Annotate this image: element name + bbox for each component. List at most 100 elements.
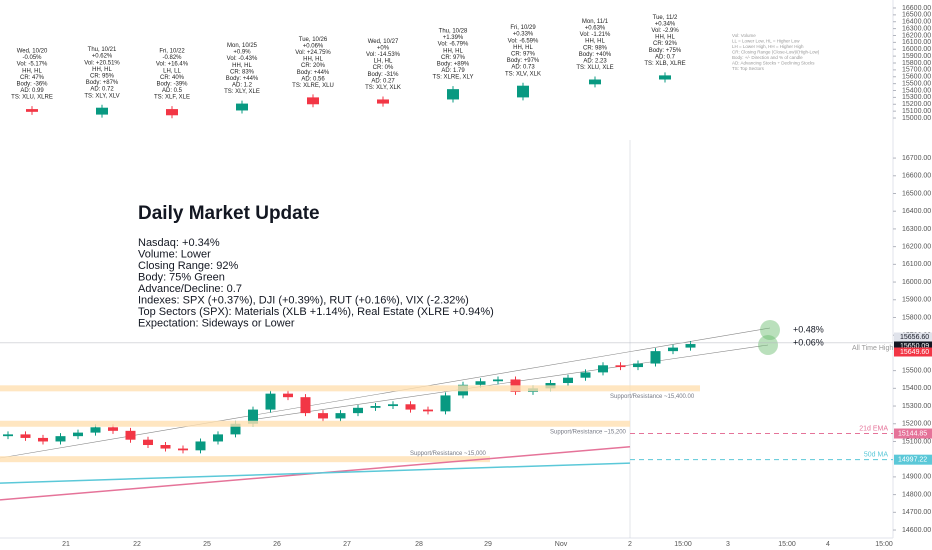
projection-circle bbox=[760, 320, 780, 340]
candle-note: AD: 0.72 bbox=[90, 87, 114, 93]
legend-note: CR: Closing Range (Close-Low)/(High-Low) bbox=[732, 50, 820, 55]
candle-note: AD: 0.99 bbox=[20, 88, 44, 94]
y-tick-label: 16000.00 bbox=[902, 279, 931, 286]
price-tag-label: 15656.60 bbox=[900, 334, 929, 341]
indicator-value: 15144.85 bbox=[898, 430, 927, 437]
y-tick-label: 16600.00 bbox=[902, 5, 931, 12]
candle-note: AD: 1.79 bbox=[441, 68, 465, 74]
summary-line: Indexes: SPX (+0.37%), DJI (+0.39%), RUT… bbox=[138, 294, 469, 306]
candle-note: AD: 0.5 bbox=[162, 88, 183, 94]
price-tag bbox=[894, 332, 932, 342]
candle-note: HH, HL bbox=[585, 39, 605, 45]
candle-note: AD: 1.2 bbox=[232, 83, 253, 89]
x-tick-label: 29 bbox=[484, 541, 492, 548]
candle-note: Wed, 10/27 bbox=[368, 39, 399, 45]
candle-note: TS: XLY, XLE bbox=[224, 89, 260, 95]
support-zone bbox=[0, 420, 630, 427]
trend-line bbox=[249, 344, 769, 421]
indicator-name: 21d EMA bbox=[859, 425, 888, 432]
candle-note: Body: +87% bbox=[86, 80, 119, 86]
y-tick-label: 15800.00 bbox=[902, 60, 931, 67]
indicator-tag bbox=[894, 454, 932, 465]
candle-note: AD: 0.73 bbox=[511, 65, 535, 71]
support-zone bbox=[0, 385, 700, 392]
candle-note: Wed, 10/20 bbox=[17, 48, 48, 54]
candle-note: CR: 95% bbox=[90, 73, 115, 79]
candle-note: Tue, 11/2 bbox=[653, 15, 678, 21]
candle-note: CR: 97% bbox=[441, 55, 466, 61]
candle-note: +1.39% bbox=[443, 35, 464, 41]
candle-note: HH, HL bbox=[92, 67, 112, 73]
candle-note: Body: +44% bbox=[297, 70, 330, 76]
candle-note: HH, HL bbox=[22, 68, 42, 74]
y-tick-label: 16600.00 bbox=[902, 173, 931, 180]
ath-label: All Time High bbox=[852, 345, 893, 352]
candle-note: Body: +75% bbox=[649, 48, 682, 54]
candle-note: +0.06% bbox=[303, 43, 324, 49]
candle-note: Body: +44% bbox=[226, 76, 259, 82]
x-tick-label: 21 bbox=[62, 541, 70, 548]
price-tag-label: 15650.09 bbox=[900, 343, 929, 350]
candle-note: Body: -31% bbox=[367, 72, 399, 78]
candle-note: -0.82% bbox=[162, 55, 182, 61]
price-tag bbox=[894, 347, 932, 357]
candle-note: AD: 0.56 bbox=[301, 76, 325, 82]
y-tick-label: 14900.00 bbox=[902, 474, 931, 481]
candle-note: HH, HL bbox=[443, 48, 463, 54]
y-tick-label: 15100.00 bbox=[902, 438, 931, 445]
summary-line: Body: 75% Green bbox=[138, 271, 225, 283]
price-tag bbox=[894, 341, 932, 351]
indicator-tag bbox=[894, 428, 932, 439]
candle-note: Vol: -0.43% bbox=[227, 56, 258, 62]
y-tick-label: 16200.00 bbox=[902, 32, 931, 39]
candle-note: Vol: -5.17% bbox=[17, 62, 48, 68]
x-tick-label: 2 bbox=[628, 541, 632, 548]
candle-note: TS: XLV, XLK bbox=[505, 71, 541, 77]
candle-note: Fri, 10/29 bbox=[510, 25, 536, 31]
summary-line: Top Sectors (SPX): Materials (XLB +1.14%… bbox=[138, 306, 494, 318]
legend-note: TS: Top Sectors bbox=[732, 66, 765, 71]
candle-note: +0% bbox=[377, 45, 390, 51]
candle-note: Fri, 10/22 bbox=[159, 48, 185, 54]
y-tick-label: 16500.00 bbox=[902, 12, 931, 19]
candle-note: HH, HL bbox=[232, 63, 252, 69]
candle-note: Body: +40% bbox=[579, 52, 612, 58]
y-tick-label: 16500.00 bbox=[902, 190, 931, 197]
candle-note: AD: 2.23 bbox=[583, 58, 607, 64]
candle-note: Vol: -1.21% bbox=[580, 32, 611, 38]
level-label: Support/Resistance ~15,400.00 bbox=[610, 394, 695, 400]
candle-note: TS: XLU, XLRE bbox=[11, 95, 53, 101]
x-tick-label: Nov bbox=[555, 541, 568, 548]
projection-label: +0.48% bbox=[793, 324, 824, 334]
y-tick-label: 16000.00 bbox=[902, 46, 931, 53]
candle-note: +0.9% bbox=[233, 50, 251, 56]
candle-note: CR: 92% bbox=[653, 41, 678, 47]
candle-note: HH, HL bbox=[513, 45, 533, 51]
y-tick-label: 15100.00 bbox=[902, 108, 931, 115]
y-tick-label: 15700.00 bbox=[902, 67, 931, 74]
x-tick-label: 27 bbox=[343, 541, 351, 548]
candle-note: TS: XLU, XLE bbox=[576, 65, 613, 71]
y-tick-label: 15900.00 bbox=[902, 297, 931, 304]
y-tick-label: 16100.00 bbox=[902, 39, 931, 46]
candle-note: CR: 83% bbox=[230, 69, 255, 75]
y-tick-label: 15000.00 bbox=[902, 115, 931, 122]
x-tick-label: 26 bbox=[273, 541, 281, 548]
candle-note: Thu, 10/28 bbox=[439, 29, 468, 35]
x-tick-label: 28 bbox=[415, 541, 423, 548]
summary-line: Expectation: Sideways or Lower bbox=[138, 317, 295, 329]
x-tick-label: 15:00 bbox=[875, 541, 893, 548]
candle-note: Vol: +16.4% bbox=[156, 62, 189, 68]
candle-note: Body: -36% bbox=[16, 81, 48, 87]
y-tick-label: 16300.00 bbox=[902, 25, 931, 32]
candle-note: TS: XLF, XLE bbox=[154, 95, 190, 101]
candle-note: +0.63% bbox=[585, 25, 606, 31]
level-label: Support/Resistance ~15,200 bbox=[550, 429, 627, 435]
candle-note: CR: 97% bbox=[511, 51, 536, 57]
candle-note: Body: +97% bbox=[507, 58, 540, 64]
level-label: Support/Resistance ~15,000 bbox=[410, 451, 487, 457]
projection-label: +0.06% bbox=[793, 337, 824, 347]
y-tick-label: 15300.00 bbox=[902, 94, 931, 101]
y-tick-label: 15800.00 bbox=[902, 314, 931, 321]
